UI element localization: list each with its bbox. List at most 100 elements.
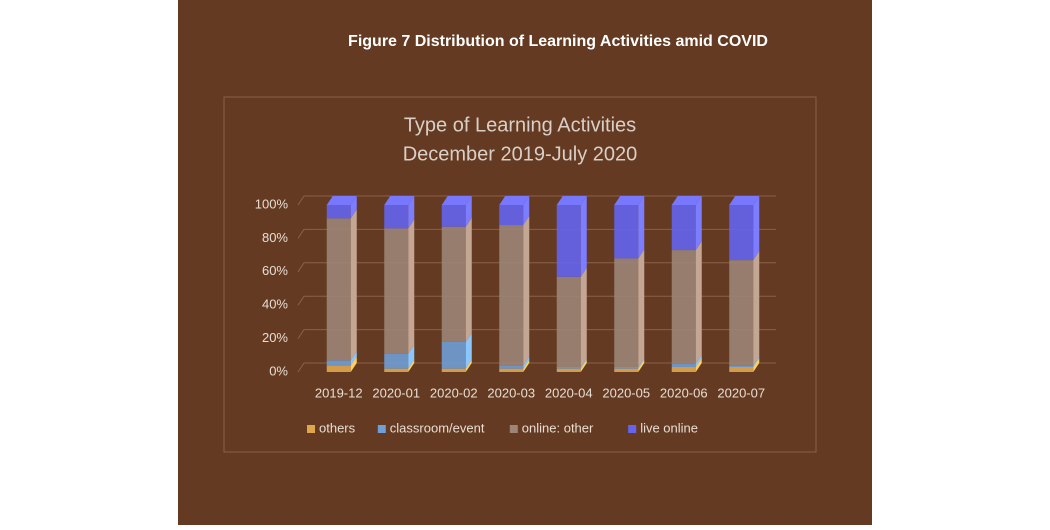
bar-top bbox=[614, 196, 645, 205]
figure-title: Figure 7 Distribution of Learning Activi… bbox=[348, 33, 768, 50]
bar-segment bbox=[729, 357, 760, 372]
bar-side bbox=[580, 359, 587, 372]
bar-side bbox=[523, 356, 530, 369]
chart-frame bbox=[223, 96, 817, 453]
bar-segment bbox=[326, 209, 357, 361]
bar-side bbox=[408, 359, 415, 372]
bar-segment bbox=[614, 357, 645, 369]
bar-segment bbox=[326, 196, 357, 219]
bar-front bbox=[499, 368, 524, 372]
legend-label: classroom/event bbox=[390, 420, 485, 435]
bar-side bbox=[638, 249, 645, 367]
bar-side bbox=[350, 196, 357, 219]
bar-side bbox=[638, 196, 645, 259]
bar-segment bbox=[441, 332, 472, 369]
bar-front bbox=[441, 368, 466, 372]
bar-front bbox=[556, 366, 581, 369]
bar-segment bbox=[441, 217, 472, 342]
bar-front bbox=[614, 368, 639, 372]
bar-front bbox=[671, 366, 696, 372]
bar-front bbox=[441, 226, 466, 342]
chart-subtitle: December 2019-July 2020 bbox=[403, 143, 638, 165]
bar-front bbox=[441, 205, 466, 227]
bar-front bbox=[729, 366, 754, 372]
legend-label: online: other bbox=[522, 420, 594, 435]
bar-segment bbox=[499, 356, 530, 369]
y-tick-label: 40% bbox=[262, 297, 288, 312]
grid-line bbox=[297, 195, 776, 206]
bar-side bbox=[523, 216, 530, 366]
bar-side bbox=[580, 357, 587, 369]
bar-side bbox=[695, 357, 702, 372]
bar-segment bbox=[729, 251, 760, 366]
bar-side bbox=[695, 354, 702, 367]
bar-front bbox=[384, 368, 409, 372]
bar-segment bbox=[671, 196, 702, 251]
bar-segment bbox=[499, 216, 530, 366]
bar-side bbox=[465, 217, 472, 342]
bar-side bbox=[753, 357, 760, 372]
bar-top bbox=[729, 196, 760, 205]
bar-segment bbox=[384, 196, 415, 229]
bar-front bbox=[556, 276, 581, 367]
x-tick-label: 2020-01 bbox=[372, 385, 420, 400]
bar-front bbox=[671, 363, 696, 367]
bar-segment bbox=[671, 241, 702, 364]
legend-swatch bbox=[628, 425, 637, 433]
bar-top bbox=[671, 196, 702, 205]
bar-side bbox=[523, 196, 530, 226]
bar-side bbox=[465, 332, 472, 369]
bar-segment bbox=[556, 357, 587, 369]
bar-side bbox=[408, 219, 415, 354]
bar-side bbox=[408, 196, 415, 229]
bar-side bbox=[638, 359, 645, 372]
bar-side bbox=[580, 267, 587, 367]
bar-segment bbox=[556, 359, 587, 372]
bar-front bbox=[614, 366, 639, 369]
bar-segment bbox=[326, 356, 357, 372]
bar-front bbox=[729, 365, 754, 367]
bar-front bbox=[614, 258, 639, 367]
bar-segment bbox=[499, 196, 530, 226]
bar-front bbox=[499, 365, 524, 369]
bar-segment bbox=[384, 359, 415, 372]
bar-side bbox=[753, 251, 760, 366]
x-tick-label: 2020-06 bbox=[660, 385, 708, 400]
x-tick-label: 2020-04 bbox=[545, 385, 593, 400]
y-tick-label: 100% bbox=[255, 196, 289, 211]
bar-side bbox=[408, 344, 415, 369]
bar-front bbox=[384, 205, 409, 229]
bar-side bbox=[465, 359, 472, 372]
bar-front bbox=[556, 368, 581, 372]
bar-side bbox=[350, 209, 357, 361]
bar-top bbox=[556, 196, 587, 205]
bar-segment bbox=[441, 359, 472, 372]
bar-segment bbox=[614, 196, 645, 259]
legend-label: live online bbox=[640, 420, 698, 435]
x-tick-label: 2020-03 bbox=[487, 385, 535, 400]
legend-swatch bbox=[377, 425, 386, 433]
y-tick-label: 20% bbox=[262, 330, 288, 345]
bar-front bbox=[326, 365, 351, 372]
bar-front bbox=[671, 250, 696, 364]
bar-side bbox=[580, 196, 587, 277]
bar-front bbox=[671, 205, 696, 251]
bar-front bbox=[556, 205, 581, 277]
bar-segment bbox=[729, 196, 760, 261]
bar-front bbox=[441, 341, 466, 369]
x-tick-label: 2019-12 bbox=[315, 385, 363, 400]
chart-title: Type of Learning Activities bbox=[404, 114, 636, 136]
bar-top bbox=[499, 196, 530, 205]
bar-segment bbox=[671, 357, 702, 372]
bar-front bbox=[326, 205, 351, 219]
bar-segment bbox=[499, 359, 530, 372]
bar-side bbox=[523, 359, 530, 372]
legend-swatch bbox=[307, 425, 315, 433]
x-tick-label: 2020-02 bbox=[430, 385, 478, 400]
bar-front bbox=[729, 205, 754, 261]
bar-side bbox=[350, 356, 357, 372]
bar-front bbox=[384, 228, 409, 354]
bar-segment bbox=[441, 196, 472, 227]
